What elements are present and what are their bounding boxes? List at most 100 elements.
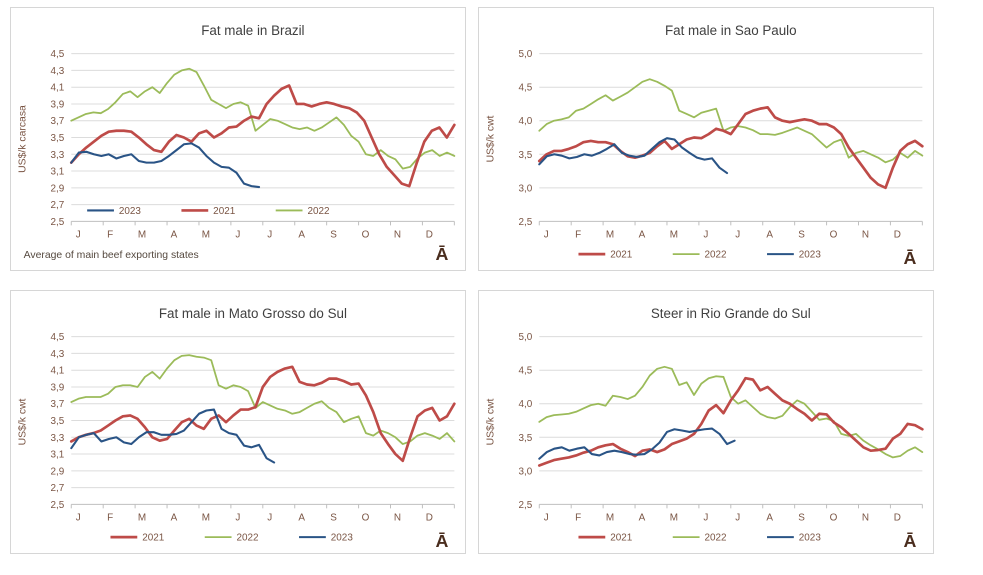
- brand-glyph: Ā: [903, 248, 916, 268]
- x-tick-label: M: [606, 512, 614, 523]
- legend-label-2021: 2021: [213, 206, 236, 217]
- chart-canvas: Steer in Rio Grande do Sul US$/k cwt 5,0…: [486, 306, 924, 551]
- x-tick-label: M: [138, 229, 146, 240]
- series-2023-line: [538, 427, 736, 460]
- chart-title: Fat male in Brazil: [201, 23, 304, 38]
- x-tick-label: J: [703, 229, 708, 240]
- y-axis-title: US$/k cwt: [18, 398, 29, 445]
- x-tick-label: O: [830, 229, 838, 240]
- x-tick-label: J: [76, 512, 81, 523]
- brand-glyph: Ā: [435, 531, 448, 551]
- legend-label-2021: 2021: [610, 250, 633, 261]
- legend-label-2022: 2022: [705, 533, 728, 544]
- y-tick-label: 3,1: [51, 450, 65, 461]
- y-tick-label: 3,9: [51, 382, 65, 393]
- legend-label-2022: 2022: [237, 533, 260, 544]
- x-tick-label: A: [171, 229, 178, 240]
- y-tick-label: 5,0: [519, 49, 533, 60]
- series-2023-line: [70, 142, 261, 189]
- chart-canvas: Fat male in Brazil US$/k carcasa 4,54,34…: [18, 23, 456, 264]
- x-tick-label: F: [107, 512, 113, 523]
- y-tick-label: 4,1: [51, 83, 65, 94]
- x-tick-label: M: [606, 229, 614, 240]
- series-2021-line: [537, 376, 924, 467]
- series-2021-line: [69, 84, 456, 188]
- x-tick-label: D: [894, 512, 901, 523]
- y-tick-label: 3,5: [51, 133, 65, 144]
- y-tick-label: 2,9: [51, 466, 65, 477]
- y-axis-title: US$/k cwt: [486, 115, 497, 162]
- x-tick-label: A: [298, 229, 305, 240]
- y-tick-label: 2,5: [51, 217, 65, 228]
- x-tick-label: F: [107, 229, 113, 240]
- y-tick-label: 4,0: [519, 116, 533, 127]
- x-tick-label: O: [362, 512, 370, 523]
- y-tick-label: 2,9: [51, 183, 65, 194]
- chart-title: Steer in Rio Grande do Sul: [651, 306, 811, 321]
- x-tick-label: J: [544, 512, 549, 523]
- y-tick-label: 2,5: [519, 217, 533, 228]
- plot-area: 4,5 4,3 4,1 3,9 3,7 3,5 3,3 3,1 2,9 2,7 2,5 J F M A M J J…: [51, 332, 456, 544]
- legend-label-2022: 2022: [307, 206, 330, 217]
- x-tick-label: J: [544, 229, 549, 240]
- chart-panel-rio-grande: Steer in Rio Grande do Sul US$/k cwt 5,0…: [478, 290, 934, 554]
- series-2022-line: [538, 78, 924, 164]
- x-tick-label: N: [394, 512, 401, 523]
- x-tick-label: A: [639, 229, 646, 240]
- y-tick-label: 3,7: [51, 116, 65, 127]
- series-2023-line: [538, 137, 729, 175]
- x-tick-label: J: [267, 229, 272, 240]
- x-tick-label: S: [330, 229, 337, 240]
- y-tick-label: 4,0: [519, 399, 533, 410]
- legend-label-2021: 2021: [610, 533, 633, 544]
- chart-title: Fat male in Sao Paulo: [665, 23, 797, 38]
- x-tick-label: M: [202, 229, 210, 240]
- x-tick-label: N: [862, 512, 869, 523]
- legend-label-2023: 2023: [119, 206, 142, 217]
- x-tick-label: D: [894, 229, 901, 240]
- x-tick-label: A: [766, 229, 773, 240]
- y-tick-label: 3,3: [51, 150, 65, 161]
- x-tick-label: A: [766, 512, 773, 523]
- x-tick-label: J: [235, 229, 240, 240]
- y-tick-label: 3,5: [519, 150, 533, 161]
- y-tick-label: 4,3: [51, 349, 65, 360]
- x-tick-label: A: [639, 512, 646, 523]
- y-tick-label: 4,5: [51, 49, 65, 60]
- y-tick-label: 3,1: [51, 167, 65, 178]
- y-tick-label: 3,0: [519, 183, 533, 194]
- x-tick-label: N: [394, 229, 401, 240]
- x-tick-label: O: [830, 512, 838, 523]
- y-tick-label: 3,9: [51, 99, 65, 110]
- y-tick-label: 2,7: [51, 483, 65, 494]
- y-tick-label: 3,7: [51, 399, 65, 410]
- chart-canvas: Fat male in Sao Paulo US$/k cwt 5,0 4,5 4,…: [486, 23, 924, 268]
- x-tick-label: J: [76, 229, 81, 240]
- x-tick-label: M: [202, 512, 210, 523]
- chart-panel-mato-grosso: Fat male in Mato Grosso do Sul US$/k cwt…: [10, 290, 466, 554]
- y-axis-title: US$/k carcasa: [18, 105, 29, 173]
- series-2022-line: [538, 365, 924, 459]
- x-tick-label: M: [670, 229, 678, 240]
- x-tick-label: F: [575, 512, 581, 523]
- x-tick-label: N: [862, 229, 869, 240]
- x-tick-label: J: [735, 512, 740, 523]
- y-tick-label: 2,5: [51, 500, 65, 511]
- brand-glyph: Ā: [435, 244, 448, 264]
- y-tick-label: 4,5: [51, 332, 65, 343]
- y-tick-label: 3,3: [51, 433, 65, 444]
- x-tick-label: M: [138, 512, 146, 523]
- y-tick-label: 3,5: [51, 416, 65, 427]
- plot-area: 4,5 4,3 4,1 3,9 3,7 3,5 3,3 3,1 2,9 2,7 2,5 J F M A M J J…: [51, 49, 456, 240]
- y-tick-label: 3,5: [519, 433, 533, 444]
- x-tick-label: O: [362, 229, 370, 240]
- x-tick-label: S: [330, 512, 337, 523]
- x-tick-label: F: [575, 229, 581, 240]
- y-tick-label: 4,1: [51, 366, 65, 377]
- y-axis-title: US$/k cwt: [486, 398, 497, 445]
- x-tick-label: D: [426, 229, 433, 240]
- chart-footnote: Average of main beef exporting states: [24, 250, 199, 261]
- y-tick-label: 4,5: [519, 366, 533, 377]
- x-tick-label: S: [798, 229, 805, 240]
